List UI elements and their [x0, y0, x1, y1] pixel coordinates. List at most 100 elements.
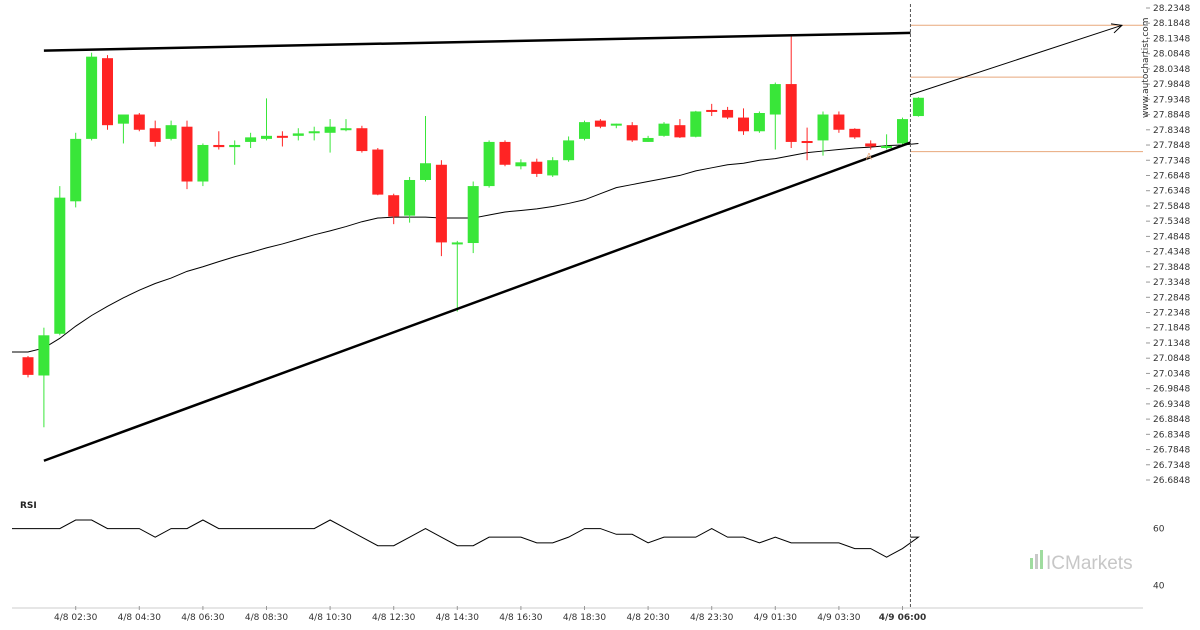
candle — [165, 120, 177, 141]
price-tick-label: 27.6348 — [1153, 187, 1190, 197]
candle — [563, 136, 575, 162]
resistance-trendline — [43, 31, 911, 52]
candle-body — [213, 144, 225, 148]
price-tick-label: 26.8848 — [1153, 415, 1190, 425]
candle-body — [912, 97, 924, 117]
price-tick-label: 26.6848 — [1153, 476, 1190, 486]
candle-body — [817, 114, 829, 141]
candle-body — [102, 58, 113, 126]
price-tick-label: 27.9848 — [1153, 80, 1190, 90]
candle-body — [610, 123, 622, 126]
price-tick-label: 27.3348 — [1153, 278, 1190, 288]
price-tick-label: 27.8348 — [1153, 126, 1190, 136]
candle — [149, 120, 161, 147]
candle — [70, 132, 82, 208]
candle-body — [261, 135, 272, 139]
time-tick-label: 4/9 01:30 — [754, 613, 798, 623]
candle-body — [833, 114, 845, 130]
candle-body — [499, 141, 511, 165]
candle — [356, 125, 368, 153]
candle-body — [451, 242, 463, 245]
candle — [690, 110, 702, 138]
candle-body — [769, 84, 781, 115]
candle-body — [674, 125, 686, 138]
candle — [531, 158, 543, 177]
candle — [547, 157, 559, 177]
candle-body — [865, 143, 877, 147]
candle — [261, 98, 272, 141]
time-tick-label: 4/8 14:30 — [436, 613, 480, 623]
time-tick-label: 4/8 23:30 — [690, 613, 734, 623]
price-tick-label: 27.9348 — [1153, 95, 1190, 105]
candle-body — [133, 114, 145, 130]
candle — [308, 126, 320, 141]
time-tick-label: 4/8 12:30 — [372, 613, 416, 623]
projection-arrow-head — [1110, 23, 1124, 34]
time-tick-label: 4/8 18:30 — [563, 613, 607, 623]
price-tick-label: 27.5348 — [1153, 217, 1190, 227]
candle-body — [738, 117, 749, 132]
candle-body — [324, 126, 336, 133]
candle — [483, 140, 495, 188]
candle-body — [22, 357, 34, 375]
candle — [38, 327, 50, 428]
rsi-label: RSI — [20, 501, 37, 511]
brand-name: ICMarkets — [1046, 553, 1133, 574]
projection-arrow — [910, 23, 1124, 96]
candle — [722, 106, 734, 120]
candle-body — [276, 135, 288, 138]
candle — [117, 114, 129, 144]
price-levels: A — [866, 4, 1143, 608]
time-tick-label: 4/8 08:30 — [245, 613, 289, 623]
price-tick-label: 27.4848 — [1153, 232, 1190, 242]
time-tick-label: 4/8 06:30 — [181, 613, 225, 623]
candle — [833, 111, 845, 133]
pattern-point-annotation: A — [866, 153, 873, 163]
candle — [229, 140, 241, 165]
candle-body — [420, 163, 431, 180]
candle-body — [149, 128, 161, 142]
candle-body — [467, 186, 479, 244]
price-tick-label: 27.7348 — [1153, 156, 1190, 166]
candle — [324, 119, 336, 153]
candle-body — [356, 128, 368, 152]
price-tick-label: 26.8348 — [1153, 430, 1190, 440]
candle — [881, 134, 893, 150]
candle-body — [658, 123, 670, 136]
candle-body — [642, 137, 654, 142]
candle — [181, 120, 193, 190]
price-tick-label: 27.2348 — [1153, 309, 1190, 319]
candle-body — [722, 109, 734, 118]
price-tick-label: 27.1348 — [1153, 339, 1190, 349]
candle-body — [435, 164, 447, 243]
candle — [102, 55, 113, 130]
price-tick-label: 26.7848 — [1153, 446, 1190, 456]
candle-body — [86, 56, 98, 139]
rsi-tick-label: 60 — [1153, 525, 1165, 535]
candle — [197, 143, 209, 187]
candle-body — [165, 125, 177, 139]
candle — [706, 103, 718, 117]
price-tick-label: 28.0848 — [1153, 50, 1190, 60]
candle-body — [197, 144, 209, 182]
candle-body — [117, 114, 129, 124]
price-tick-label: 27.4348 — [1153, 248, 1190, 258]
candle — [769, 82, 781, 150]
time-tick-label: 4/8 02:30 — [54, 613, 98, 623]
candle — [658, 122, 670, 137]
candle — [626, 122, 638, 142]
candle — [404, 176, 416, 223]
candle-body — [181, 126, 193, 182]
candle — [499, 140, 511, 167]
rsi-line — [12, 519, 920, 558]
candle — [817, 111, 829, 156]
candle-body — [515, 162, 527, 167]
candle — [674, 119, 686, 138]
rsi-panel: RSI 60 40 — [12, 501, 1165, 592]
candle — [213, 131, 225, 150]
price-tick-label: 26.9848 — [1153, 385, 1190, 395]
candle — [420, 116, 431, 182]
price-tick-label: 27.6848 — [1153, 171, 1190, 181]
candle — [849, 128, 861, 139]
